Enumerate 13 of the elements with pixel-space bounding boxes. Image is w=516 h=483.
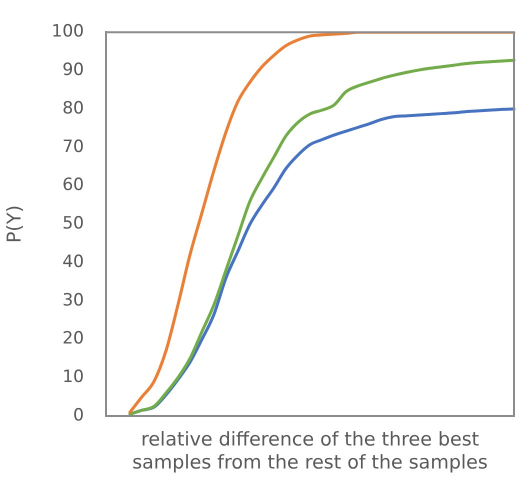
y-tick-label: 80 xyxy=(62,98,84,118)
y-tick-label: 100 xyxy=(52,22,84,42)
y-tick-label: 50 xyxy=(62,214,84,234)
y-tick-label: 90 xyxy=(62,60,84,80)
y-tick-label: 40 xyxy=(62,252,84,272)
y-tick-label: 20 xyxy=(62,328,84,349)
y-tick-label: 0 xyxy=(73,405,84,426)
y-tick-label: 60 xyxy=(62,175,84,196)
y-tick-label: 10 xyxy=(62,367,84,388)
y-axis-title: P(Y) xyxy=(3,205,26,244)
x-axis-title: relative difference of the three best samples from the rest of the samples xyxy=(132,428,488,474)
y-tick-label: 70 xyxy=(62,136,84,157)
y-tick-label: 30 xyxy=(62,290,84,310)
